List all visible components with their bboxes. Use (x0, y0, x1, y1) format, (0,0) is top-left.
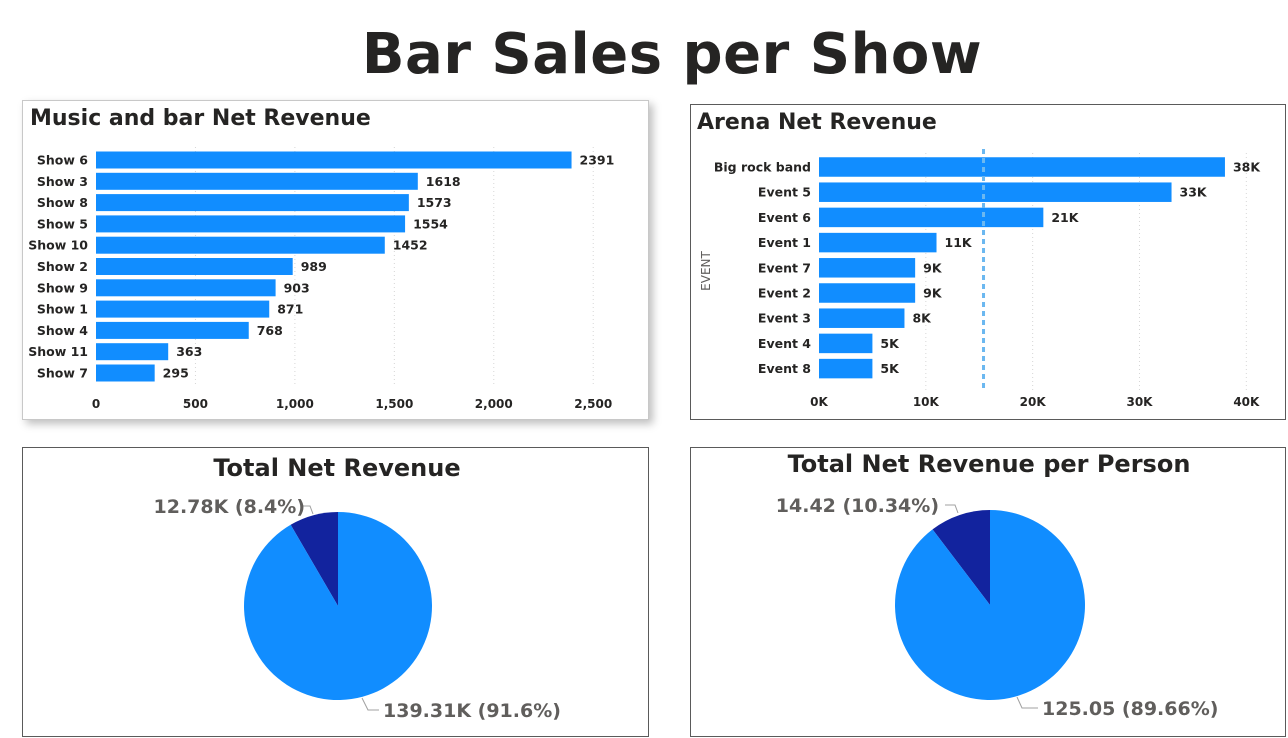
bar (96, 343, 169, 361)
data-label: 1554 (413, 216, 448, 231)
chart-title: Total Net Revenue per Person (788, 450, 1191, 478)
data-label: 21K (1051, 210, 1079, 225)
data-label: 11K (945, 235, 973, 250)
bar (96, 364, 155, 382)
x-tick-label: 2,500 (574, 397, 612, 411)
data-label: 38K (1233, 160, 1261, 175)
category-label: Event 4 (758, 336, 811, 351)
category-label: Show 10 (28, 238, 88, 253)
data-label: 903 (284, 280, 310, 295)
category-label: Show 3 (37, 174, 88, 189)
category-label: Show 4 (37, 323, 88, 338)
arena-revenue-panel[interactable]: Arena Net Revenue EVENT 0K 10K 20K 30K 40K Bi… (690, 104, 1286, 420)
music-bar-revenue-panel[interactable]: Music and bar Net Revenue 0 500 1,000 1,500… (22, 100, 649, 420)
bar (96, 321, 249, 339)
x-tick-label: 30K (1126, 395, 1153, 409)
bar (96, 172, 418, 190)
bar (96, 215, 406, 233)
x-tick-label: 2,000 (475, 397, 513, 411)
pie-slice (290, 512, 338, 606)
bar (96, 194, 409, 212)
bar (819, 308, 905, 328)
data-label: 1618 (426, 174, 461, 189)
category-label: Show 5 (37, 216, 88, 231)
music-bar-revenue-chart: Music and bar Net Revenue 0 500 1,000 1,500… (28, 106, 615, 411)
x-tick-label: 10K (913, 395, 940, 409)
category-label: Show 9 (37, 280, 88, 295)
bar (819, 283, 916, 303)
category-label: Show 6 (37, 153, 88, 168)
category-label: Show 1 (37, 302, 88, 317)
data-label: 989 (301, 259, 327, 274)
bar (96, 236, 385, 254)
chart-title: Total Net Revenue (213, 454, 460, 482)
category-label: Event 8 (758, 361, 811, 376)
category-label: Show 8 (37, 195, 88, 210)
category-label: Show 2 (37, 259, 88, 274)
category-label: Event 3 (758, 311, 811, 326)
chart-title: Arena Net Revenue (697, 110, 937, 135)
x-tick-label: 20K (1020, 395, 1047, 409)
pie-slice (244, 512, 432, 700)
arena-revenue-chart: Arena Net Revenue EVENT 0K 10K 20K 30K 40K Bi… (697, 110, 1261, 409)
revenue-per-person-pie: Total Net Revenue per Person 14.42 (10.3… (776, 450, 1219, 720)
bar (819, 333, 873, 354)
x-tick-label: 0K (810, 395, 828, 409)
bar (819, 258, 916, 278)
x-tick-label: 0 (92, 397, 100, 411)
slice-label: 139.31K (91.6%) (383, 700, 561, 722)
category-label: Show 7 (37, 366, 88, 381)
data-label: 33K (1180, 185, 1208, 200)
bar (819, 232, 937, 253)
y-axis-label: EVENT (699, 250, 713, 290)
category-label: Show 11 (28, 344, 88, 359)
data-label: 9K (923, 286, 943, 301)
bar (819, 358, 873, 379)
leader-line (945, 504, 959, 514)
data-label: 363 (176, 344, 202, 359)
bar (819, 157, 1225, 177)
x-tick-label: 40K (1233, 395, 1260, 409)
category-label: Event 7 (758, 260, 811, 275)
category-label: Event 5 (758, 185, 811, 200)
bar (96, 300, 270, 318)
pie-slice (895, 510, 1085, 700)
data-label: 768 (257, 323, 283, 338)
data-label: 8K (912, 311, 932, 326)
leader-line (1016, 696, 1038, 709)
x-tick-label: 500 (183, 397, 208, 411)
slice-label: 12.78K (8.4%) (154, 496, 306, 518)
x-tick-label: 1,000 (276, 397, 314, 411)
slice-label: 125.05 (89.66%) (1042, 698, 1218, 720)
category-label: Big rock band (714, 160, 811, 175)
data-label: 871 (277, 302, 303, 317)
data-label: 2391 (580, 153, 615, 168)
leader-line (301, 505, 314, 515)
category-label: Event 2 (758, 286, 811, 301)
revenue-per-person-panel[interactable]: Total Net Revenue per Person 14.42 (10.3… (690, 447, 1286, 737)
data-label: 5K (880, 361, 900, 376)
bar (819, 182, 1172, 202)
pie-slice (932, 510, 990, 605)
data-label: 9K (923, 260, 943, 275)
bar (96, 151, 572, 169)
leader-line (361, 697, 379, 711)
category-label: Event 6 (758, 210, 811, 225)
category-label: Event 1 (758, 235, 811, 250)
bar (96, 279, 276, 297)
total-net-revenue-pie: Total Net Revenue 12.78K (8.4%) 139.31K (… (154, 454, 561, 722)
data-label: 1452 (393, 238, 428, 253)
bar (819, 207, 1044, 228)
data-label: 1573 (417, 195, 452, 210)
chart-title: Music and bar Net Revenue (30, 106, 371, 131)
data-label: 295 (163, 366, 189, 381)
slice-label: 14.42 (10.34%) (776, 495, 939, 517)
total-net-revenue-panel[interactable]: Total Net Revenue 12.78K (8.4%) 139.31K (… (22, 447, 649, 737)
x-tick-label: 1,500 (375, 397, 413, 411)
bar (96, 258, 293, 275)
page-title: Bar Sales per Show (361, 22, 983, 87)
data-label: 5K (880, 336, 900, 351)
